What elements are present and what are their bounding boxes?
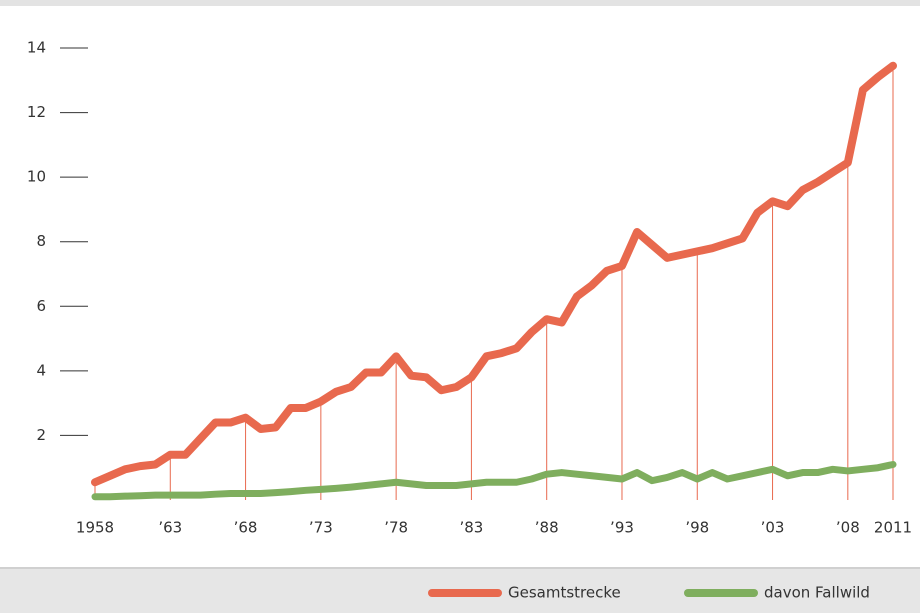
y-tick-label: 2 xyxy=(36,426,46,444)
y-tick-label: 12 xyxy=(27,103,46,121)
x-tick-label: ’68 xyxy=(234,519,258,537)
x-tick-label: ’78 xyxy=(384,519,408,537)
y-tick-label: 14 xyxy=(27,39,46,57)
legend-label: davon Fallwild xyxy=(764,584,870,602)
x-tick-label: ’03 xyxy=(761,519,785,537)
top-band xyxy=(0,0,920,6)
x-tick-label: 2011 xyxy=(874,519,912,537)
x-tick-label: ’83 xyxy=(459,519,483,537)
x-tick-label: ’73 xyxy=(309,519,333,537)
x-tick-label: ’08 xyxy=(836,519,860,537)
x-tick-label: 1958 xyxy=(76,519,114,537)
x-tick-label: ’88 xyxy=(535,519,559,537)
series-line xyxy=(91,460,897,501)
x-tick-label: ’93 xyxy=(610,519,634,537)
x-tick-label: ’98 xyxy=(685,519,709,537)
y-tick-label: 8 xyxy=(36,232,46,250)
series-line xyxy=(91,61,897,487)
y-tick-label: 4 xyxy=(36,361,46,379)
x-tick-label: ’63 xyxy=(158,519,182,537)
y-tick-label: 6 xyxy=(36,297,46,315)
legend-label: Gesamtstrecke xyxy=(508,584,621,602)
y-tick-label: 10 xyxy=(27,168,46,186)
